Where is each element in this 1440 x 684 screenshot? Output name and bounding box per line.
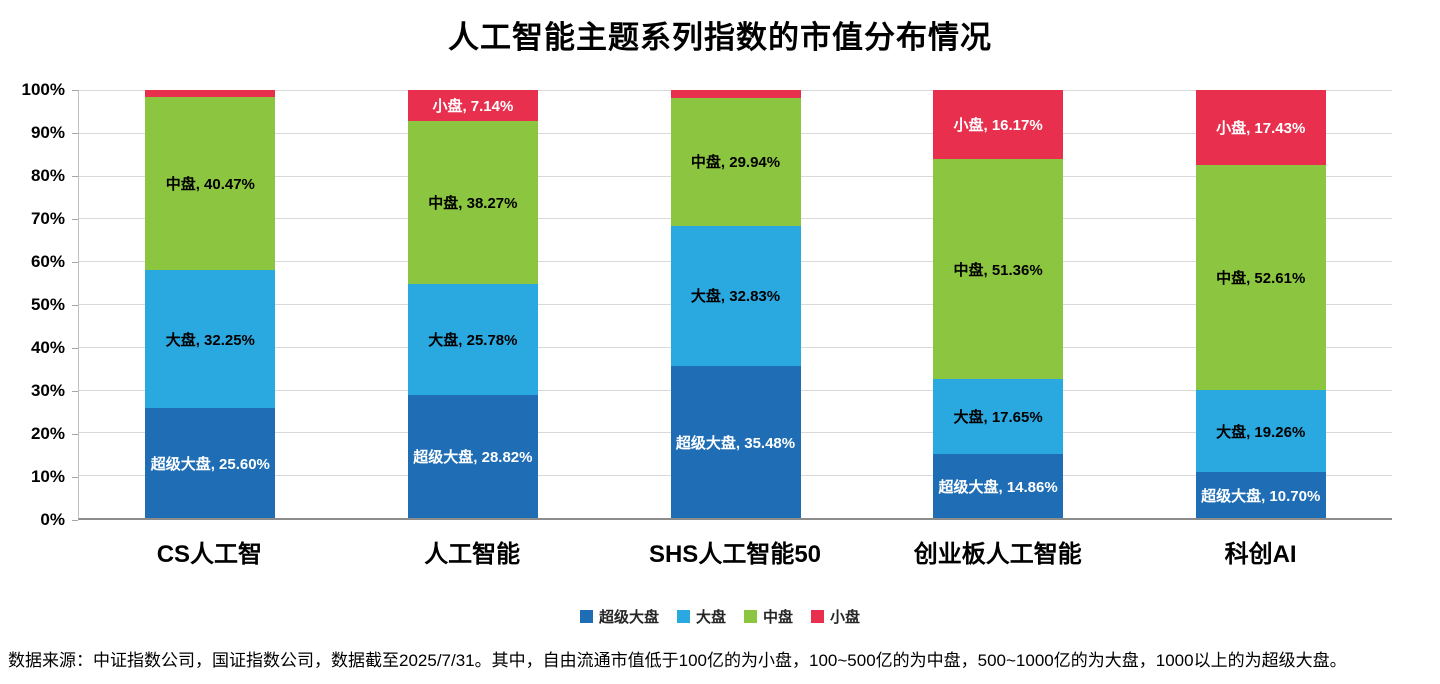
y-axis-tick-label: 100% (21, 80, 65, 99)
legend-label: 超级大盘 (598, 609, 659, 626)
data-label: 超级大盘, 14.86% (938, 478, 1058, 496)
data-label: 中盘, 52.61% (1216, 269, 1306, 287)
segment-小盘: 小盘, 16.17% (933, 90, 1064, 160)
y-axis: 0% 10% 20% 30% 40% 50% 60% 70% 80% 90% 100% (0, 80, 78, 529)
y-axis-tick-label: 50% (30, 295, 65, 314)
data-label: 中盘, 38.27% (428, 194, 518, 212)
y-axis-tick-mark (72, 305, 78, 306)
data-label: 中盘, 51.36% (953, 261, 1043, 279)
legend-item-大盘: 大盘 (676, 606, 726, 627)
legend-item-中盘: 中盘 (744, 606, 793, 627)
y-axis-tick-mark (72, 133, 78, 134)
data-label: 大盘, 17.65% (953, 409, 1043, 427)
segment-大盘: 大盘, 32.83% (670, 225, 801, 367)
x-axis: CS人工智 人工智能 SHS人工智能50 创业板人工智能 科创AI (78, 534, 1392, 569)
plot-area: 超级大盘, 25.60% 大盘, 32.25% 中盘, 40.47% 超级大盘, 28… (78, 90, 1392, 520)
legend: 超级大盘 大盘 中盘 小盘 (0, 606, 1440, 627)
y-axis-tick-mark (72, 219, 78, 220)
bar-SHS人工智能50: 超级大盘, 35.48% 大盘, 32.83% 中盘, 29.94% (670, 90, 801, 518)
segment-中盘: 中盘, 38.27% (407, 120, 538, 285)
legend-item-小盘: 小盘 (811, 606, 860, 627)
category-label-创业板人工智能: 创业板人工智能 (913, 541, 1082, 568)
y-axis-tick-label: 20% (30, 424, 65, 443)
legend-label: 小盘 (830, 609, 861, 626)
category-label-SHS人工智能50: SHS人工智能50 (648, 541, 822, 568)
data-label: 超级大盘, 25.60% (150, 455, 270, 473)
category-label-CS人工智: CS人工智 (156, 541, 263, 568)
y-axis-tick-mark (72, 520, 78, 521)
legend-label: 大盘 (695, 609, 726, 626)
source-note: 数据来源：中证指数公司，国证指数公司，数据截至2025/7/31。其中，自由流通… (8, 651, 1347, 670)
y-axis-tick-mark (72, 176, 78, 177)
legend-swatch (676, 610, 690, 623)
y-axis-tick-mark (72, 348, 78, 349)
segment-超级大盘: 超级大盘, 10.70% (1195, 472, 1326, 518)
bar-创业板人工智能: 超级大盘, 14.86% 大盘, 17.65% 中盘, 51.36% 小盘, 16.1… (933, 90, 1064, 518)
category-label-人工智能: 人工智能 (424, 541, 521, 568)
y-axis-tick-label: 60% (30, 252, 65, 271)
data-label: 小盘, 17.43% (1216, 119, 1306, 137)
segment-中盘: 中盘, 52.61% (1195, 164, 1326, 390)
y-axis-tick-label: 90% (30, 123, 65, 142)
y-axis-tick-mark (72, 391, 78, 392)
chart-title: 人工智能主题系列指数的市值分布情况 (448, 20, 992, 55)
segment-超级大盘: 超级大盘, 35.48% (670, 366, 801, 518)
data-label: 小盘, 16.17% (953, 117, 1043, 135)
segment-中盘: 中盘, 51.36% (933, 159, 1064, 379)
bar-CS人工智: 超级大盘, 25.60% 大盘, 32.25% 中盘, 40.47% (145, 90, 276, 518)
y-axis-tick-label: 0% (40, 510, 65, 529)
data-label: 超级大盘, 10.70% (1201, 487, 1321, 505)
data-label: 小盘, 7.14% (432, 97, 514, 115)
segment-小盘: 小盘, 7.14% (407, 90, 538, 121)
segment-中盘: 中盘, 29.94% (670, 97, 801, 226)
y-axis-tick-label: 30% (30, 381, 65, 400)
category-label-科创AI: 科创AI (1224, 541, 1297, 568)
legend-item-超级大盘: 超级大盘 (579, 606, 659, 627)
legend-label: 中盘 (763, 609, 794, 626)
segment-超级大盘: 超级大盘, 25.60% (145, 408, 276, 518)
bar-人工智能: 超级大盘, 28.82% 大盘, 25.78% 中盘, 38.27% 小盘, 7.14… (407, 90, 538, 518)
y-axis-tick-label: 70% (30, 209, 65, 228)
data-label: 超级大盘, 35.48% (675, 434, 796, 452)
y-axis-tick-label: 80% (30, 166, 65, 185)
y-axis-tick-mark (72, 90, 78, 91)
segment-大盘: 大盘, 17.65% (933, 378, 1064, 455)
segment-超级大盘: 超级大盘, 14.86% (933, 454, 1064, 518)
segment-小盘 (145, 90, 276, 98)
data-label: 大盘, 32.83% (690, 288, 781, 306)
y-axis-tick-label: 40% (30, 338, 65, 357)
legend-swatch (579, 610, 593, 623)
segment-大盘: 大盘, 25.78% (407, 284, 538, 395)
data-label: 大盘, 32.25% (165, 331, 255, 349)
segment-中盘: 中盘, 40.47% (145, 97, 276, 271)
y-axis-tick-mark (72, 434, 78, 435)
legend-swatch (744, 610, 757, 623)
segment-超级大盘: 超级大盘, 28.82% (407, 394, 538, 518)
data-label: 中盘, 29.94% (690, 154, 781, 172)
segment-小盘: 小盘, 17.43% (1195, 90, 1326, 165)
bar-科创AI: 超级大盘, 10.70% 大盘, 19.26% 中盘, 52.61% 小盘, 17.4… (1195, 90, 1326, 518)
y-axis-tick-mark (72, 477, 78, 478)
y-axis-tick-mark (72, 262, 78, 263)
legend-swatch (811, 610, 825, 623)
segment-大盘: 大盘, 19.26% (1195, 389, 1326, 473)
data-label: 超级大盘, 28.82% (413, 448, 533, 466)
segment-大盘: 大盘, 32.25% (145, 270, 276, 409)
segment-小盘 (670, 90, 801, 98)
y-axis-tick-label: 10% (30, 467, 65, 486)
data-label: 大盘, 19.26% (1216, 423, 1306, 441)
data-label: 大盘, 25.78% (428, 331, 518, 349)
data-label: 中盘, 40.47% (165, 176, 255, 194)
